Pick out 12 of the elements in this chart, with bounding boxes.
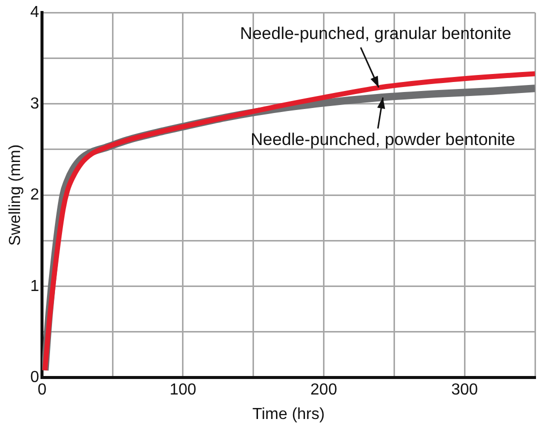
x-tick-label: 300 [451,382,478,399]
y-tick-label: 2 [30,186,40,204]
y-tick-label: 4 [30,4,40,22]
x-tick-label: 200 [310,382,338,399]
annotation: Needle-punched, granular bentonite [240,24,512,44]
x-tick-label: 100 [170,382,196,399]
y-tick-label: 0 [30,369,40,386]
y-axis-title: Swelling (mm) [7,144,24,246]
y-tick-label: 1 [30,278,40,295]
y-tick-label: 3 [30,95,40,112]
annotation: Needle-punched, powder bentonite [250,130,516,150]
x-axis-title: Time (hrs) [252,406,325,423]
